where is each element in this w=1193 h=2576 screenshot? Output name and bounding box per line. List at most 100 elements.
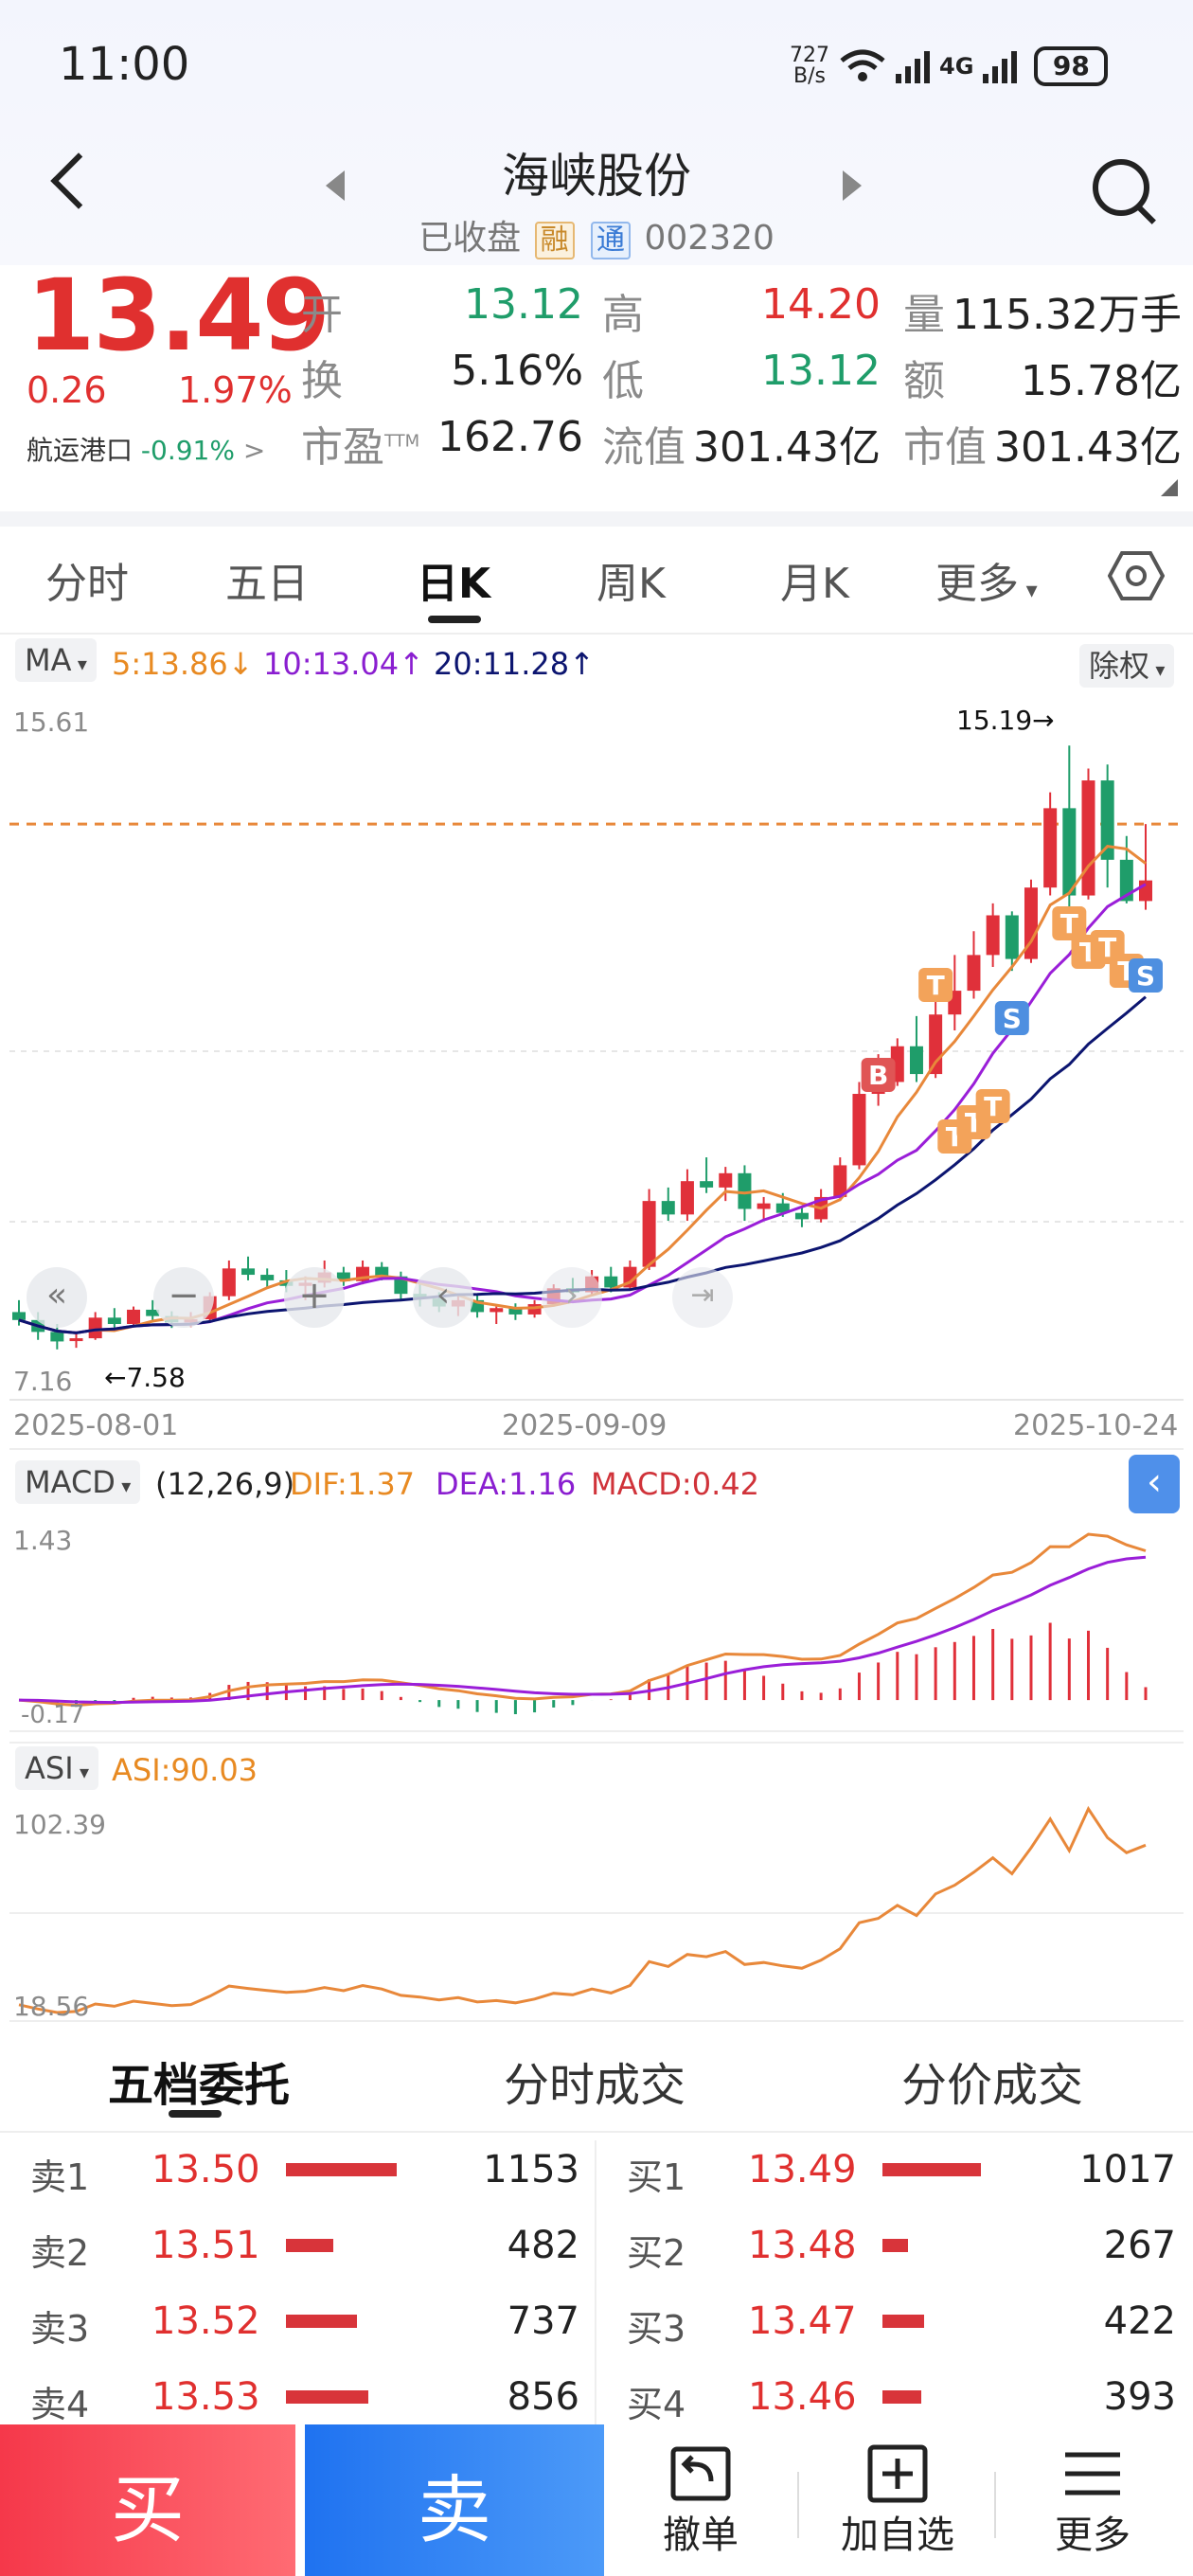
- status-icons: 727 B/s 4G 98: [790, 42, 1109, 91]
- level-label: 卖3: [30, 2308, 90, 2350]
- ma5-value: 5:13.86↓: [112, 646, 254, 682]
- amount-value: 15.78亿: [1021, 357, 1182, 405]
- ask-row[interactable]: 卖2 13.51 482: [30, 2224, 579, 2281]
- candle-body: [241, 1268, 256, 1276]
- tab-monthly-k[interactable]: 月K: [780, 560, 849, 608]
- bid-row[interactable]: 买3 13.47 422: [627, 2299, 1176, 2356]
- candle-body: [490, 1308, 504, 1313]
- adjust-selector[interactable]: 除权 ▾: [1079, 642, 1175, 688]
- tab-5day[interactable]: 五日: [225, 560, 309, 608]
- level-price: 13.53: [151, 2375, 260, 2419]
- tab-price-volume[interactable]: 分价成交: [901, 2059, 1084, 2112]
- date-mid: 2025-09-09: [502, 1409, 668, 1442]
- sector-link[interactable]: 航运港口 -0.91% >: [27, 435, 266, 466]
- y-axis-bottom-label: 7.16: [13, 1366, 73, 1397]
- volume-bar: [882, 2315, 924, 2328]
- next-stock-icon[interactable]: [843, 170, 862, 201]
- bid-row[interactable]: 买4 13.46 393: [627, 2375, 1176, 2432]
- tab-minute[interactable]: 分时: [45, 560, 129, 608]
- level-volume: 422: [1103, 2299, 1176, 2343]
- scroll-left-button[interactable]: ‹: [413, 1267, 473, 1328]
- tab-weekly-k[interactable]: 周K: [596, 560, 666, 608]
- candle-body: [700, 1181, 714, 1188]
- buy-button[interactable]: 买: [0, 2424, 295, 2576]
- asi-selector[interactable]: ASI ▾: [15, 1746, 99, 1790]
- signal-badge: [994, 1001, 1029, 1035]
- candle-body: [661, 1201, 675, 1215]
- asi-chart: [9, 1742, 1184, 2022]
- ma20-value: 20:11.28↑: [434, 646, 595, 682]
- level-volume: 1153: [483, 2148, 579, 2191]
- level-price: 13.50: [151, 2148, 260, 2191]
- candle-body: [127, 1309, 141, 1324]
- scroll-end-button[interactable]: ⇥: [672, 1267, 733, 1328]
- candle-body: [967, 955, 981, 992]
- candle-body: [107, 1317, 121, 1324]
- divider: [595, 2140, 596, 2424]
- level-volume: 737: [507, 2299, 579, 2343]
- zoom-out-button[interactable]: −: [153, 1267, 214, 1328]
- level-price: 13.49: [748, 2148, 857, 2191]
- volume-bar: [286, 2163, 397, 2176]
- macd-selector[interactable]: MACD ▾: [15, 1460, 141, 1504]
- stock-name: 海峡股份: [502, 149, 691, 204]
- volume-bar: [286, 2390, 368, 2404]
- expand-corner-icon[interactable]: [1161, 479, 1178, 496]
- level-volume: 856: [507, 2375, 579, 2419]
- stock-code: 002320: [644, 219, 775, 258]
- cancel-order-button[interactable]: 撤单: [644, 2443, 757, 2559]
- tab-order-book[interactable]: 五档委托: [108, 2059, 291, 2112]
- ma10-value: 10:13.04↑: [263, 646, 424, 682]
- sell-button[interactable]: 卖: [305, 2424, 604, 2576]
- bid-row[interactable]: 买2 13.48 267: [627, 2224, 1176, 2281]
- scroll-right-button[interactable]: ›: [542, 1267, 602, 1328]
- market-cap-value: 301.43亿: [994, 423, 1182, 472]
- level-label: 买2: [627, 2232, 686, 2274]
- margin-tag: 融: [534, 222, 575, 259]
- last-price: 13.49: [27, 258, 330, 373]
- tab-more[interactable]: 更多 ▾: [935, 560, 1038, 608]
- ask-row[interactable]: 卖3 13.52 737: [30, 2299, 579, 2356]
- ask-row[interactable]: 卖4 13.53 856: [30, 2375, 579, 2432]
- divider: [797, 2472, 799, 2538]
- ask-row[interactable]: 卖1 13.50 1153: [30, 2148, 579, 2205]
- scroll-start-button[interactable]: «: [27, 1267, 87, 1328]
- bid-row[interactable]: 买1 13.49 1017: [627, 2148, 1176, 2205]
- plus-icon: [867, 2444, 928, 2503]
- open-label: 开: [301, 291, 343, 339]
- tab-trades[interactable]: 分时成交: [504, 2059, 686, 2112]
- collapse-indicators-button[interactable]: ‹: [1129, 1455, 1180, 1513]
- asi-y-bottom: 18.56: [13, 1991, 90, 2022]
- level-label: 卖4: [30, 2384, 90, 2425]
- macd-y-bottom: -0.17: [21, 1701, 85, 1729]
- divider: [0, 511, 1193, 527]
- zoom-in-button[interactable]: +: [284, 1267, 345, 1328]
- tab-daily-k[interactable]: 日K: [417, 560, 491, 608]
- signal-badge: [1052, 906, 1087, 940]
- more-button[interactable]: 更多: [1036, 2443, 1149, 2559]
- candle-body: [336, 1272, 350, 1281]
- candle-body: [642, 1201, 656, 1267]
- ma-selector[interactable]: MA ▾: [15, 638, 97, 682]
- vol-value: 115.32万手: [953, 291, 1182, 339]
- candle-body: [50, 1332, 64, 1342]
- prev-stock-icon[interactable]: [326, 170, 345, 201]
- asi-line: [18, 1805, 1147, 2014]
- candle-body: [794, 1212, 809, 1220]
- signal-label: S: [1003, 1003, 1022, 1034]
- add-watchlist-button[interactable]: 加自选: [831, 2443, 964, 2559]
- market-status: 已收盘: [418, 219, 522, 258]
- signal-badge: [1129, 958, 1163, 993]
- settings-icon[interactable]: [1108, 547, 1165, 604]
- high-label: 高: [602, 291, 644, 339]
- candle-body: [775, 1203, 790, 1213]
- signal-label: S: [1136, 960, 1155, 992]
- divider: [994, 2472, 996, 2538]
- volume-bar: [286, 2239, 333, 2252]
- candle-body: [1005, 915, 1019, 959]
- turnover-label: 换: [301, 357, 343, 405]
- signal-label: B: [868, 1060, 888, 1091]
- divider: [0, 633, 1193, 635]
- search-icon[interactable]: [1093, 159, 1149, 216]
